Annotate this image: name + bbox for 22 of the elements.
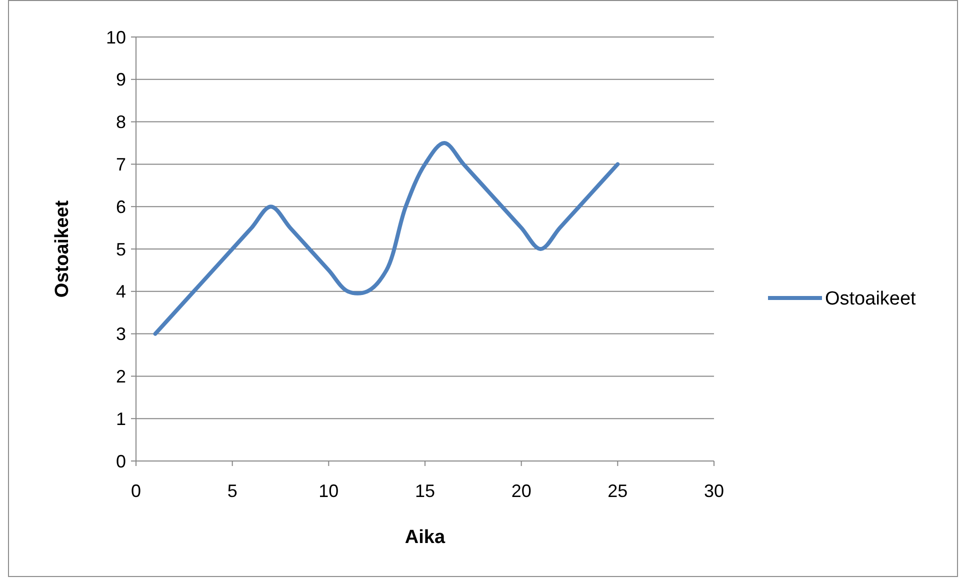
- y-tick-label: 2: [116, 366, 126, 386]
- y-tick-label: 5: [116, 239, 126, 260]
- x-axis-title: Aika: [404, 527, 446, 548]
- x-tick-label: 20: [511, 481, 532, 501]
- y-tick-label: 7: [116, 154, 126, 174]
- y-tick-label: 1: [116, 408, 126, 429]
- y-axis-title: Ostoaikeet: [52, 200, 73, 298]
- x-tick-label: 0: [130, 481, 142, 501]
- y-tick-label: 6: [116, 196, 126, 217]
- x-tick-label: 5: [227, 481, 238, 501]
- x-tick-label: 30: [704, 481, 724, 501]
- line-series: [153, 141, 620, 336]
- y-tick-label: 0: [116, 451, 126, 472]
- y-tick-label: 4: [116, 282, 126, 302]
- legend-label: Ostoaikeet: [825, 288, 917, 310]
- y-tick-label: 8: [116, 112, 126, 132]
- x-tick-label: 10: [318, 481, 339, 501]
- y-tick-label: 3: [116, 324, 126, 344]
- y-tick-label: 9: [116, 70, 126, 90]
- y-tick-label: 10: [106, 27, 126, 48]
- x-tick-label: 15: [414, 481, 436, 501]
- x-tick-label: 25: [608, 481, 628, 501]
